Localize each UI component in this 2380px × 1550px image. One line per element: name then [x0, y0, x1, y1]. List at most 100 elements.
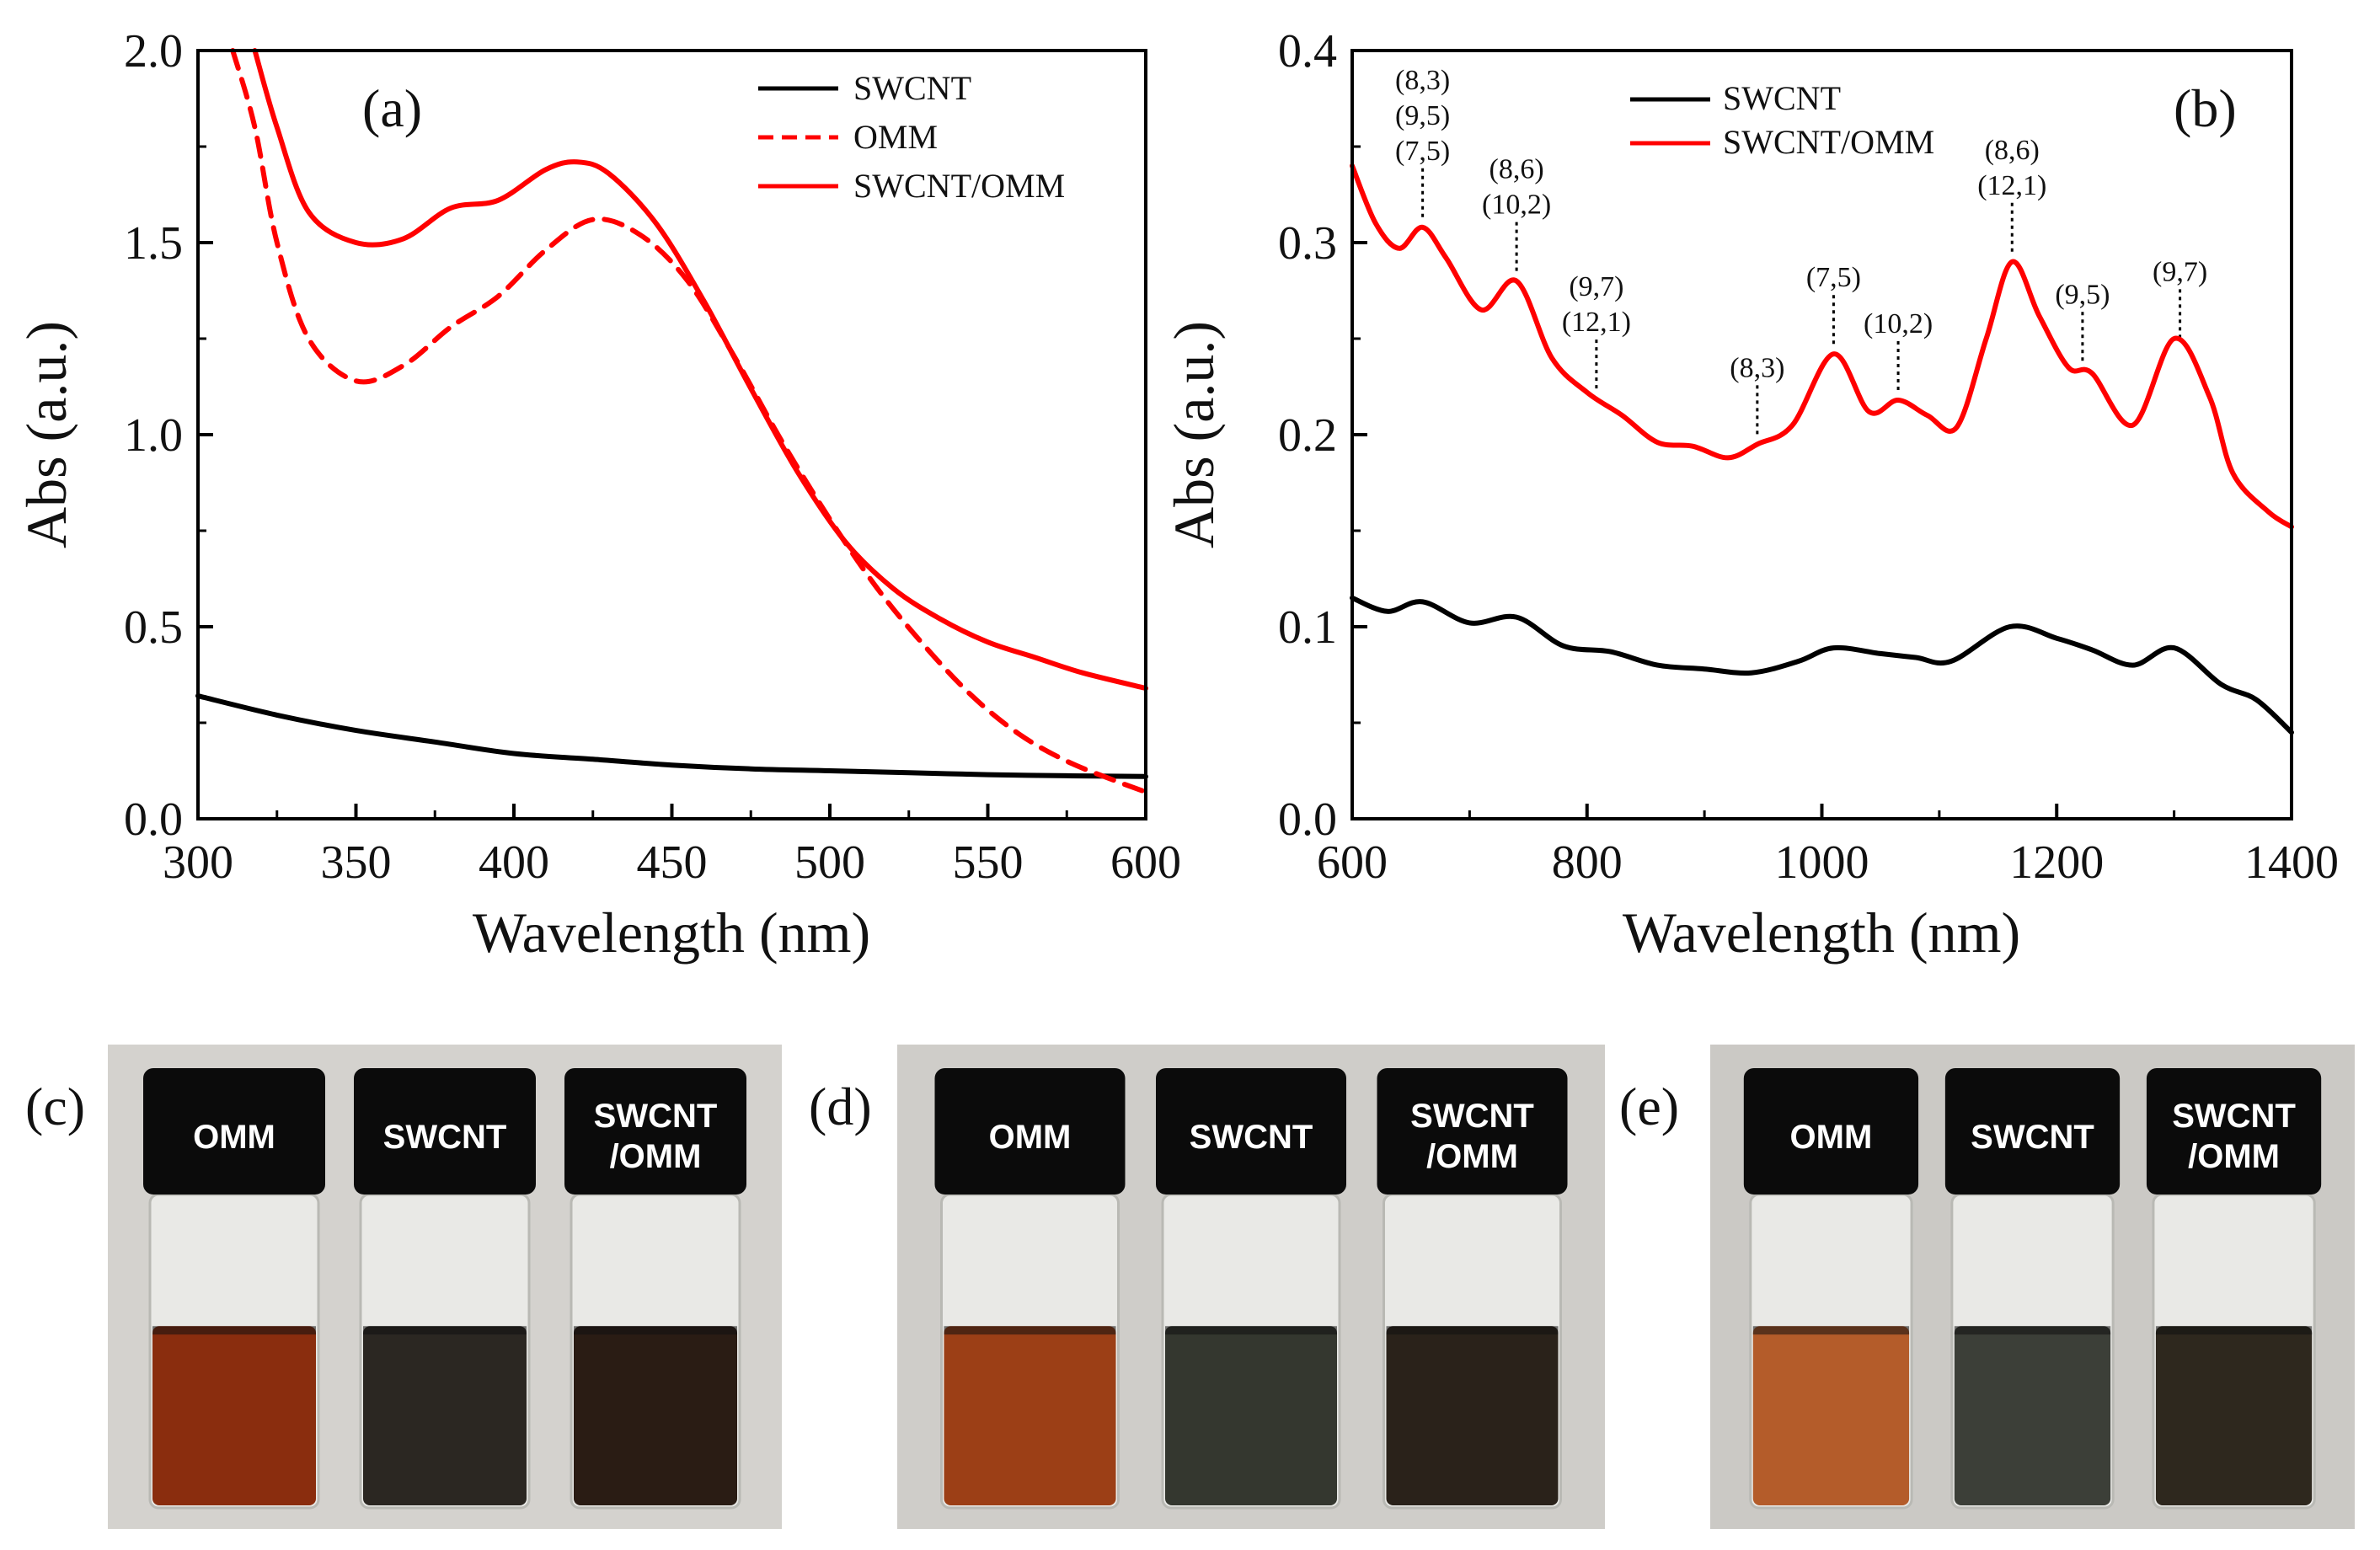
- annotation-label: (9,5): [2055, 279, 2110, 310]
- vial: OMM: [1743, 1068, 1919, 1510]
- vial-label: SWCNT: [1971, 1119, 2094, 1156]
- y-tick-label: 0.2: [1278, 409, 1337, 462]
- x-tick-label: 350: [321, 836, 392, 889]
- photo-panel-label: (e): [1619, 1077, 1679, 1136]
- vial: SWCNT/OMM: [1377, 1068, 1568, 1510]
- photo-panel-label: (c): [25, 1077, 85, 1136]
- vial-meniscus: [574, 1326, 737, 1335]
- vial-meniscus: [152, 1326, 316, 1335]
- plot-frame-b: [1350, 49, 2293, 820]
- x-tick-label: 550: [953, 836, 1024, 889]
- vial-cap: [2146, 1068, 2322, 1195]
- y-tick-label: 0.4: [1278, 25, 1337, 78]
- y-tick-labels-a: 0.0 0.5 1.0 1.5 2.0: [124, 25, 213, 846]
- series-group-a: [195, 48, 1148, 795]
- x-tick-label: 1000: [1775, 836, 1869, 889]
- plot-frame-a: [196, 49, 1147, 820]
- vial-cap: [564, 1068, 746, 1195]
- x-tick-label: 600: [1110, 836, 1181, 889]
- annotation-label: (8,6): [1490, 154, 1544, 185]
- peak-annotations-b: (8,3) (9,5) (7,5) (8,6) (10,2) (9,7) (12,1) (8,…: [1395, 65, 2207, 438]
- vial-label: SWCNT: [594, 1098, 718, 1135]
- x-tick-label: 600: [1317, 836, 1388, 889]
- vial-label: SWCNT: [1190, 1119, 1313, 1156]
- vial-label: OMM: [989, 1119, 1072, 1156]
- legend-a: SWCNT OMM SWCNT/OMM: [758, 69, 1065, 205]
- vial-liquid: [1386, 1326, 1559, 1505]
- chart-a: (a) 300 350 400 450 500 550 600 0.0 0.5 1.0 1.5 2.…: [14, 25, 1181, 965]
- annotation-label: (9,7): [2153, 256, 2207, 287]
- x-tick-label: 500: [794, 836, 865, 889]
- vial-cap: [1743, 1068, 1919, 1195]
- y-tick-label: 1.0: [124, 409, 183, 462]
- series-line-b-swcnt-omm: [1350, 163, 2294, 530]
- legend-label-a-0: SWCNT: [853, 69, 971, 107]
- annotation-label: (12,1): [1562, 307, 1631, 338]
- y-tick-label: 0.5: [124, 601, 183, 654]
- y-tick-label: 2.0: [124, 25, 183, 78]
- vial: OMM: [143, 1068, 325, 1510]
- series-line-a-omm: [230, 48, 1148, 795]
- vial-cap: [1156, 1068, 1346, 1195]
- annotation-label: (9,7): [1569, 271, 1623, 302]
- vial-liquid: [1752, 1326, 1910, 1505]
- series-group-b: [1350, 163, 2294, 735]
- series-line-b-swcnt: [1350, 595, 2294, 735]
- legend-label-b-0: SWCNT: [1723, 79, 1841, 117]
- vial-meniscus: [1386, 1326, 1559, 1335]
- x-axis-label-b: Wavelength (nm): [1623, 901, 2020, 965]
- photo-panel-label: (d): [809, 1077, 872, 1136]
- vial-cap: [354, 1068, 536, 1195]
- vial-liquid: [574, 1326, 737, 1505]
- annotation-label: (12,1): [1977, 170, 2046, 201]
- vial: OMM: [934, 1068, 1126, 1510]
- vial-meniscus: [1752, 1326, 1910, 1335]
- vial-meniscus: [1165, 1326, 1337, 1335]
- vial-liquid: [1165, 1326, 1337, 1505]
- y-tick-label: 0.1: [1278, 601, 1337, 654]
- vial: SWCNT/OMM: [564, 1068, 746, 1510]
- legend-b: SWCNT SWCNT/OMM: [1630, 79, 1934, 161]
- vial-cap: [1377, 1068, 1568, 1195]
- vial-liquid: [2155, 1326, 2313, 1505]
- y-tick-label: 0.0: [1278, 794, 1337, 846]
- vial-meniscus: [363, 1326, 527, 1335]
- x-tick-label: 400: [479, 836, 549, 889]
- vial: SWCNT: [1944, 1068, 2121, 1510]
- legend-label-a-2: SWCNT/OMM: [853, 167, 1065, 205]
- vial-meniscus: [944, 1326, 1116, 1335]
- annotation-label: (10,2): [1482, 190, 1551, 221]
- annotation-label: (7,5): [1806, 262, 1861, 293]
- vial-label-line2: /OMM: [2188, 1138, 2280, 1175]
- vial-label: SWCNT: [2172, 1098, 2296, 1135]
- vial-cap: [1944, 1068, 2121, 1195]
- legend-label-b-1: SWCNT/OMM: [1723, 123, 1934, 161]
- vial-label: SWCNT: [1410, 1098, 1534, 1135]
- vial-meniscus: [2155, 1326, 2313, 1335]
- series-line-a-swcnt: [195, 693, 1148, 779]
- vial-meniscus: [1954, 1326, 2111, 1335]
- vial-cap: [934, 1068, 1126, 1195]
- annotation-label: (7,5): [1395, 136, 1450, 167]
- y-axis-label-b: Abs (a.u.): [1162, 321, 1226, 548]
- y-axis-label-a: Abs (a.u.): [14, 321, 78, 548]
- panel-label-b: (b): [2174, 78, 2237, 138]
- x-axis-label-a: Wavelength (nm): [473, 901, 870, 965]
- annotation-label: (8,6): [1985, 135, 2040, 166]
- vial-cap: [143, 1068, 325, 1195]
- vial-liquid: [363, 1326, 527, 1505]
- annotation-label: (9,5): [1395, 100, 1450, 131]
- vial: SWCNT: [1156, 1068, 1346, 1510]
- chart-b: (b) 600 800 1000 1200 1400 0.0 0.1 0.2 0.3 0.4 (…: [1162, 25, 2339, 965]
- x-tick-labels-b: 600 800 1000 1200 1400: [1317, 804, 2339, 889]
- panel-label-a: (a): [362, 78, 422, 138]
- y-tick-label: 0.3: [1278, 217, 1337, 270]
- vial-label: OMM: [193, 1119, 275, 1156]
- y-tick-label: 0.0: [124, 794, 183, 846]
- annotation-label: (10,2): [1864, 308, 1933, 339]
- series-line-a-swcnt-omm: [252, 48, 1148, 691]
- vial: SWCNT: [354, 1068, 536, 1510]
- x-tick-label: 300: [163, 836, 233, 889]
